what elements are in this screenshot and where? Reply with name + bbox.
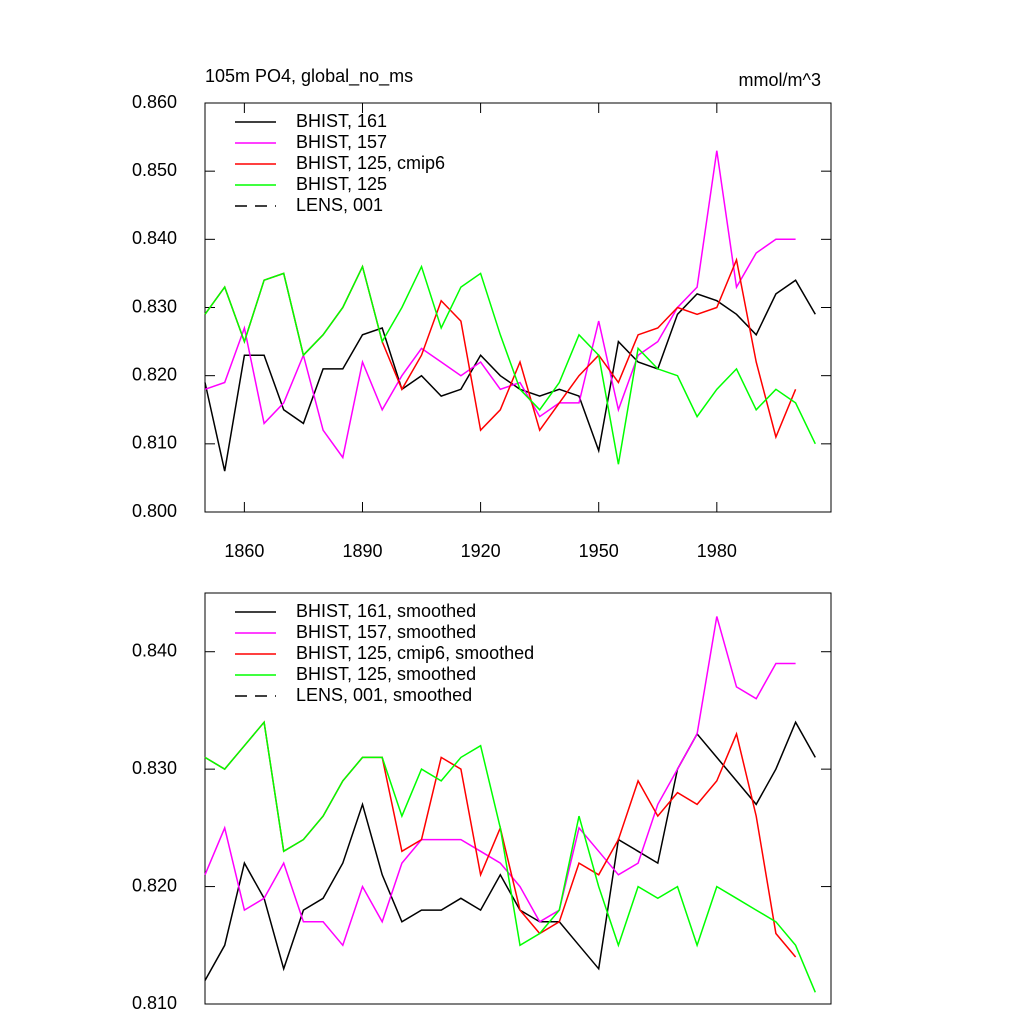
y-tick-label: 0.800 xyxy=(132,501,177,521)
plot-frame xyxy=(204,592,832,1005)
legend-label: LENS, 001 xyxy=(296,195,383,215)
y-tick-label: 0.850 xyxy=(132,160,177,180)
series-line xyxy=(204,720,816,981)
x-tick-label: 1950 xyxy=(579,541,619,561)
legend-label: LENS, 001, smoothed xyxy=(296,685,472,705)
y-tick-label: 0.830 xyxy=(132,296,177,316)
chart-title: 105m PO4, global_no_ms xyxy=(205,66,413,87)
x-tick-label: 1890 xyxy=(342,541,382,561)
legend-label: BHIST, 125, cmip6, smoothed xyxy=(296,643,534,663)
units-label: mmol/m^3 xyxy=(739,70,821,90)
legend-label: BHIST, 157 xyxy=(296,132,387,152)
x-tick-label: 1920 xyxy=(461,541,501,561)
series-line xyxy=(204,279,816,472)
y-tick-label: 0.810 xyxy=(132,433,177,453)
series-line xyxy=(204,720,797,958)
legend-label: BHIST, 161 xyxy=(296,111,387,131)
x-tick-label: 1980 xyxy=(697,541,737,561)
series-line xyxy=(204,720,816,993)
y-tick-label: 0.830 xyxy=(132,758,177,778)
y-tick-label: 0.840 xyxy=(132,228,177,248)
y-tick-label: 0.810 xyxy=(132,993,177,1013)
y-tick-label: 0.860 xyxy=(132,92,177,112)
legend-label: BHIST, 161, smoothed xyxy=(296,601,476,621)
legend-label: BHIST, 157, smoothed xyxy=(296,622,476,642)
legend-label: BHIST, 125 xyxy=(296,174,387,194)
series-line xyxy=(204,257,797,440)
y-tick-label: 0.840 xyxy=(132,640,177,660)
series-line xyxy=(204,264,816,465)
legend-label: BHIST, 125, cmip6 xyxy=(296,153,445,173)
y-tick-label: 0.820 xyxy=(132,875,177,895)
series-line xyxy=(204,150,796,460)
series-line xyxy=(204,616,796,947)
legend-label: BHIST, 125, smoothed xyxy=(296,664,476,684)
y-tick-label: 0.820 xyxy=(132,364,177,384)
x-tick-label: 1860 xyxy=(224,541,264,561)
